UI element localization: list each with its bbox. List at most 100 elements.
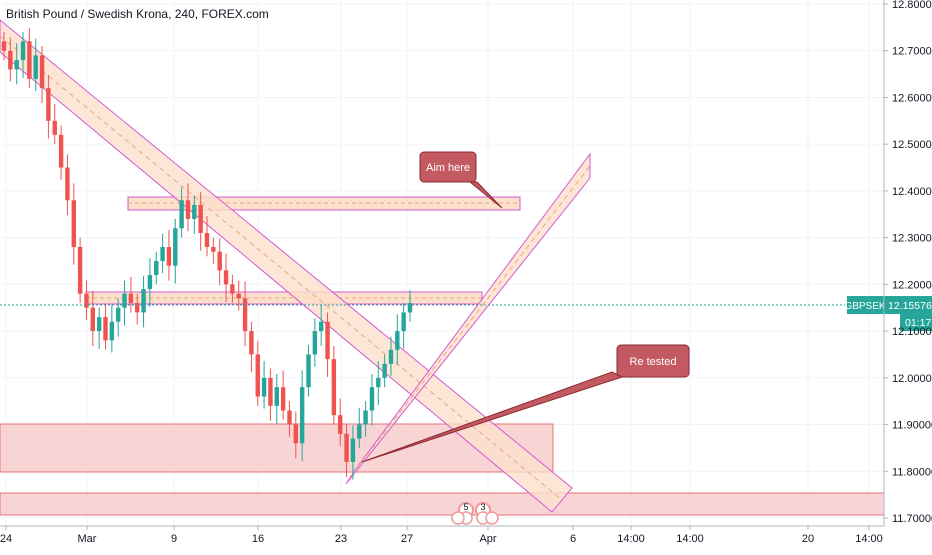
- candle-body: [369, 387, 375, 411]
- candle-body: [109, 321, 115, 341]
- candle-body: [255, 354, 260, 397]
- aim-here-pointer: [468, 181, 503, 209]
- y-tick-label: 12.20000: [892, 279, 932, 291]
- x-tick-label: 27: [401, 533, 413, 545]
- x-tick-label: 24: [0, 533, 12, 545]
- candle-body: [242, 298, 248, 332]
- candle-body: [204, 232, 210, 247]
- candle-body: [96, 317, 102, 332]
- candle-body: [223, 270, 229, 285]
- candle-body: [388, 349, 394, 364]
- candle-body: [325, 321, 330, 360]
- aim-here-box: [419, 151, 477, 183]
- candle-body: [71, 200, 76, 247]
- last-price-tag: [884, 296, 932, 315]
- candle-body: [135, 303, 140, 313]
- candle-body: [236, 293, 241, 299]
- y-tick-label: 11.80000: [892, 466, 932, 478]
- y-tick-label: 12.10000: [892, 326, 932, 338]
- candle-body: [401, 312, 406, 332]
- candle-body: [90, 307, 96, 332]
- candle-body: [147, 275, 153, 290]
- candle-body: [217, 251, 222, 271]
- candle-body: [52, 120, 57, 135]
- candle-body: [357, 424, 362, 439]
- candle-body: [166, 246, 172, 266]
- y-tick-label: 12.80000: [892, 0, 932, 11]
- re-tested-pointer: [361, 371, 624, 463]
- lower-support-zone: [0, 492, 885, 516]
- candle-body: [58, 134, 64, 168]
- candle-body: [115, 307, 121, 322]
- candle-body: [27, 41, 32, 79]
- candle-body: [198, 204, 203, 233]
- candle-body: [46, 88, 51, 121]
- y-tick-label: 12.50000: [892, 139, 932, 151]
- candle-body: [8, 50, 13, 70]
- re-tested-label: Re tested: [629, 356, 676, 368]
- candle-body: [173, 228, 178, 266]
- y-tick-label: 11.90000: [892, 420, 932, 432]
- candle-body: [77, 246, 83, 294]
- candle-body: [407, 303, 413, 313]
- candle-body: [20, 41, 26, 61]
- x-tick-label: 6: [570, 533, 576, 545]
- candle-body: [268, 377, 273, 406]
- y-tick-label: 12.60000: [892, 92, 932, 104]
- x-tick-label: Apr: [479, 533, 496, 545]
- candle-body: [192, 204, 197, 219]
- candle-body: [160, 246, 165, 261]
- x-tick-label: 20: [802, 533, 814, 545]
- countdown-label: 01:17: [905, 317, 931, 329]
- candle-body: [185, 200, 191, 219]
- y-tick-label: 12.70000: [892, 46, 932, 58]
- event-flag-icon[interactable]: [451, 511, 465, 525]
- candle-body: [84, 293, 89, 308]
- candle-body: [122, 293, 127, 308]
- last-price-label: 12.15576: [888, 300, 932, 312]
- descending-channel-midline: [0, 35, 563, 501]
- candle-body: [230, 284, 235, 294]
- candle-body: [249, 331, 254, 355]
- symbol-label: GBPSEK: [844, 301, 885, 312]
- y-tick-label: 12.00000: [892, 373, 932, 385]
- event-marker-count: 5: [463, 502, 468, 512]
- candle-body: [154, 261, 159, 276]
- y-tick-label: 11.70000: [892, 513, 932, 525]
- candle-body: [103, 317, 108, 341]
- event-marker-count: 3: [480, 502, 485, 512]
- x-tick-label: 14:00: [617, 533, 645, 545]
- event-flag-icon[interactable]: [485, 511, 499, 525]
- candle-body: [363, 410, 368, 425]
- x-tick-label: Mar: [78, 533, 97, 545]
- candle-body: [395, 331, 400, 350]
- x-tick-label: 23: [335, 533, 347, 545]
- candle-body: [128, 293, 134, 304]
- aim-here-label: Aim here: [426, 162, 470, 174]
- candle-body: [318, 321, 324, 332]
- candle-body: [179, 200, 184, 229]
- candle-body: [350, 438, 356, 462]
- x-tick-label: 14:00: [855, 533, 883, 545]
- symbol-tag: [847, 296, 884, 315]
- candle-body: [382, 363, 387, 378]
- candle-body: [331, 359, 337, 416]
- candle-body: [14, 60, 19, 70]
- descending-channel: [0, 19, 573, 513]
- x-tick-label: 9: [171, 533, 177, 545]
- candle-body: [344, 433, 349, 462]
- candle-body: [280, 387, 286, 411]
- y-tick-label: 12.30000: [892, 233, 932, 245]
- candle-body: [312, 331, 318, 355]
- candle-body: [306, 354, 311, 388]
- countdown-tag: [900, 314, 932, 332]
- x-tick-label: 16: [252, 533, 264, 545]
- candle-body: [33, 55, 38, 79]
- candle-body: [338, 415, 343, 434]
- candle-body: [211, 246, 216, 252]
- re-tested-box: [616, 344, 690, 378]
- candle-body: [261, 377, 267, 397]
- candle-body: [65, 167, 70, 201]
